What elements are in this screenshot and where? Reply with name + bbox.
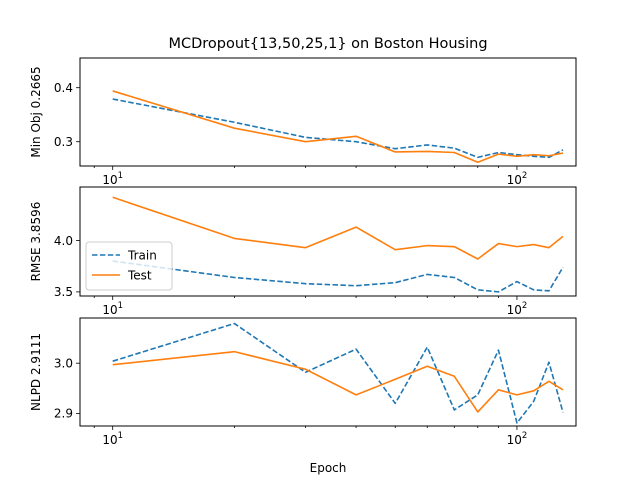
y-axis-label: RMSE 3.8596 [29,202,43,282]
y-axis-label: NLPD 2.9111 [29,333,43,411]
axes-frame [79,317,577,427]
series-line-train [112,322,564,424]
series-line-test [112,90,564,164]
series-line-test [112,196,564,260]
subplot-1: 101 102 0.3 0.4 Min Obj 0.2665 [29,57,577,187]
legend-box [85,241,173,291]
y-axis-label: Min Obj 0.2665 [29,66,43,157]
x-tick-label: 102 [507,431,528,447]
subplots: 101 102 0.3 0.4 Min Obj 0.2665 101 102 3.5 4.0 RM… [29,57,577,447]
x-tick-label: 101 [102,171,123,187]
x-tick-label: 101 [102,431,123,447]
x-tick-label: 102 [507,301,528,317]
series-line-train [112,98,564,159]
y-tick-label: 0.4 [54,81,73,95]
x-tick-label: 101 [102,301,123,317]
x-tick-label: 102 [507,171,528,187]
legend: Train Test [85,241,173,291]
y-tick-label: 2.9 [54,407,73,421]
axes-frame [79,57,577,167]
y-tick-label: 3.0 [54,357,73,371]
legend-label-test: Test [127,269,152,283]
subplot-3: 101 102 2.9 3.0 NLPD 2.9111 [29,317,577,447]
series-line-train [112,260,564,293]
chart-title: MCDropout{13,50,25,1} on Boston Housing [168,36,487,52]
axes-frame [79,186,577,297]
y-tick-label: 0.3 [54,135,73,149]
subplot-2: 101 102 3.5 4.0 RMSE 3.8596 Train Test [29,186,577,317]
y-tick-label: 3.5 [54,285,73,299]
legend-label-train: Train [127,249,157,263]
series-line-test [112,350,564,413]
x-axis-label: Epoch [310,461,347,475]
y-tick-label: 4.0 [54,234,73,248]
